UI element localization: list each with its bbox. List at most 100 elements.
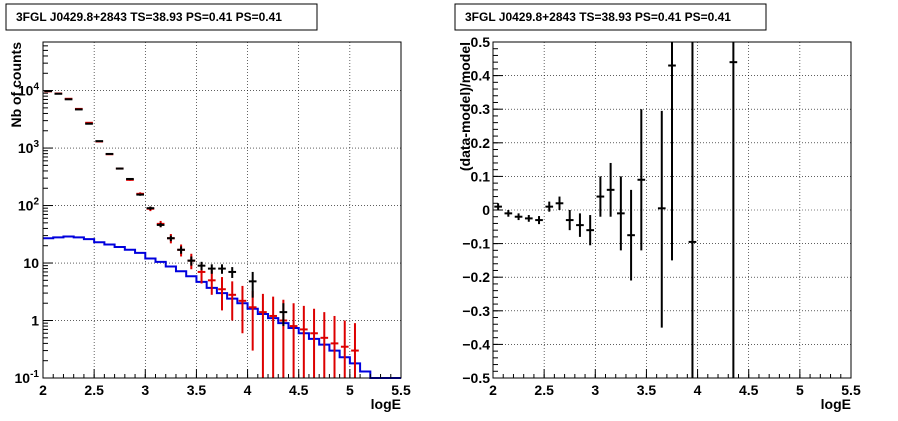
right-x-tick-label: 3.5 <box>637 382 657 398</box>
left-panel: 3FGL J0429.8+2843 TS=38.93 PS=0.41 PS=0.… <box>5 3 411 412</box>
model-point <box>289 303 298 378</box>
data-point <box>105 152 114 155</box>
right-x-tick-label: 2 <box>489 382 497 398</box>
left-x-axis-label: logE <box>371 396 401 412</box>
right-x-tick-label: 3 <box>591 382 599 398</box>
model-point <box>299 305 308 378</box>
left-x-tick-label: 5 <box>346 382 354 398</box>
residual-point <box>535 216 543 225</box>
left-y-tick-label: 102 <box>18 197 40 214</box>
residual-point <box>494 203 502 210</box>
data-point <box>228 267 237 278</box>
right-ticks: 2 2.5 3 3.5 4 4.5 5 5.5 −0.5 −0.4 −0.3 −0.2 −0.1 0 0.1… <box>462 34 861 398</box>
right-series <box>494 42 738 378</box>
data-point <box>54 92 63 95</box>
residual-point <box>524 215 533 222</box>
model-point <box>320 312 329 378</box>
data-point <box>85 122 93 125</box>
residual-point <box>576 213 584 237</box>
residual-point <box>545 201 554 212</box>
left-y-axis-label: Nb of counts <box>8 42 24 128</box>
left-ticks: 2 2.5 3 3.5 4 4.5 5 5.5 10-1 1 10 102 103 104 <box>15 41 411 398</box>
right-y-tick-label: 0.4 <box>471 68 491 84</box>
left-plot-frame <box>42 41 402 379</box>
data-point <box>136 193 145 196</box>
residual-point <box>657 110 666 328</box>
model-point <box>259 293 267 378</box>
residual-point <box>729 42 738 378</box>
data-point <box>167 235 175 242</box>
model-point <box>238 285 247 334</box>
background-model-step-line <box>43 235 401 379</box>
data-point <box>248 271 257 298</box>
data-point <box>279 303 288 327</box>
model-point <box>228 281 237 321</box>
left-series <box>43 90 401 379</box>
residual-point <box>555 196 564 210</box>
left-x-tick-label: 3 <box>141 382 149 398</box>
residual-point <box>596 176 605 217</box>
model-point <box>269 296 277 378</box>
right-panel: 3FGL J0429.8+2843 TS=38.93 PS=0.41 PS=0.… <box>454 3 861 412</box>
data-point <box>156 222 165 228</box>
left-y-tick-label: 1 <box>31 313 39 329</box>
left-x-tick-label: 2 <box>39 382 47 398</box>
residual-point <box>504 210 513 217</box>
right-y-tick-label: 0.2 <box>471 135 491 151</box>
data-point <box>64 98 73 101</box>
right-y-tick-label: 0.5 <box>471 34 491 50</box>
residual-point <box>637 109 646 251</box>
left-x-tick-label: 4 <box>244 382 252 398</box>
data-point <box>126 177 134 180</box>
model-point <box>207 270 216 295</box>
left-y-tick-label: 103 <box>18 139 40 156</box>
left-chart-title: 3FGL J0429.8+2843 TS=38.93 PS=0.41 PS=0.… <box>16 10 282 24</box>
right-grid <box>493 42 851 378</box>
residual-point <box>627 189 635 281</box>
model-point <box>351 323 359 378</box>
right-y-tick-label: 0.1 <box>471 168 491 184</box>
right-x-axis-label: logE <box>821 396 851 412</box>
right-chart-title: 3FGL J0429.8+2843 TS=38.93 PS=0.41 PS=0.… <box>465 10 731 24</box>
data-point <box>115 167 124 170</box>
right-x-tick-label: 4.5 <box>739 382 759 398</box>
right-title-box <box>454 3 767 31</box>
data-point <box>74 108 83 111</box>
data-point <box>218 264 226 274</box>
left-x-tick-label: 2.5 <box>84 382 104 398</box>
left-grid <box>43 42 401 378</box>
residual-point <box>617 176 625 251</box>
data-point <box>177 246 185 254</box>
right-y-tick-label: 0.3 <box>471 101 491 117</box>
data-point <box>146 206 155 210</box>
right-y-tick-label: 0 <box>482 202 490 218</box>
right-x-tick-label: 4 <box>694 382 702 398</box>
left-y-tick-label: 104 <box>18 82 40 99</box>
right-y-tick-label: −0.1 <box>462 236 490 252</box>
left-x-tick-label: 4.5 <box>289 382 309 398</box>
model-point <box>340 320 349 378</box>
data-point <box>197 261 206 271</box>
left-y-tick-label: 10 <box>23 255 39 271</box>
residual-point <box>586 215 595 246</box>
model-point <box>330 315 339 378</box>
residual-point <box>514 213 523 221</box>
model-point <box>310 308 318 378</box>
right-y-axis-label: (data-model)/model <box>457 42 473 171</box>
left-x-tick-label: 5.5 <box>391 382 411 398</box>
data-point <box>207 264 216 274</box>
residual-point <box>688 42 697 378</box>
left-x-tick-label: 3.5 <box>187 382 207 398</box>
data-point <box>187 256 196 266</box>
right-y-tick-label: −0.3 <box>462 303 490 319</box>
right-y-tick-label: −0.5 <box>462 370 490 386</box>
model-point <box>248 290 257 351</box>
residual-point <box>668 42 676 261</box>
model-point <box>218 277 226 311</box>
left-y-tick-label: 10-1 <box>15 369 40 386</box>
left-title-box <box>5 3 318 31</box>
right-x-tick-label: 2.5 <box>534 382 554 398</box>
residual-point <box>606 162 615 217</box>
right-x-tick-label: 5 <box>796 382 804 398</box>
